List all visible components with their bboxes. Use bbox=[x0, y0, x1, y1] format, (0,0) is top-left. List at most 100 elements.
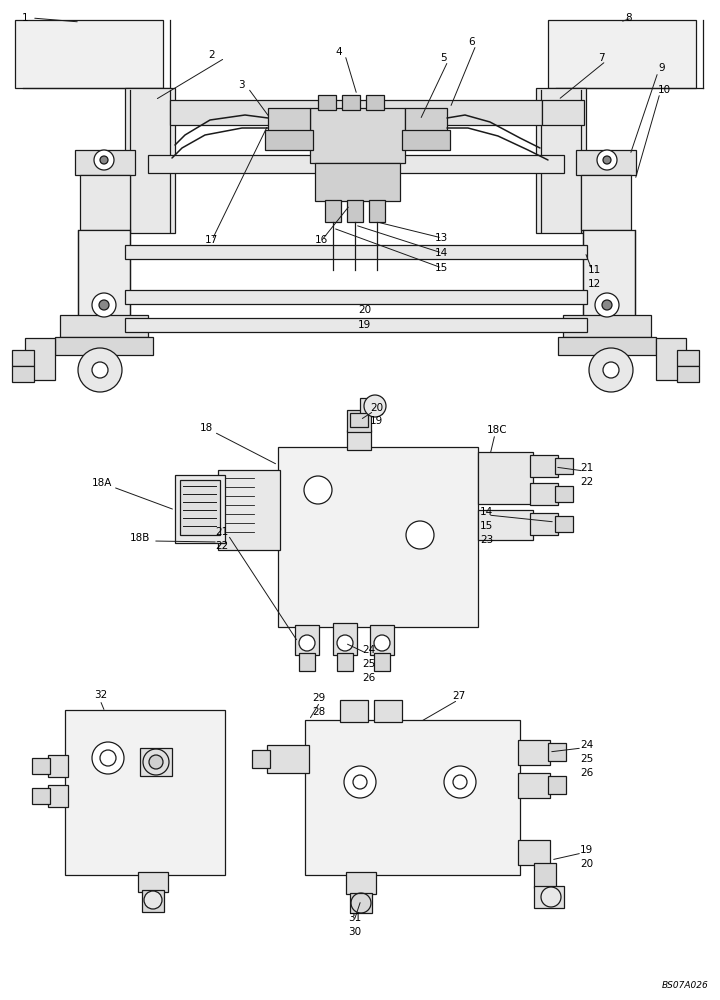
Bar bbox=[140, 748, 172, 776]
Text: 13: 13 bbox=[435, 233, 449, 243]
Bar bbox=[80, 175, 130, 230]
Text: 10: 10 bbox=[658, 85, 671, 95]
Circle shape bbox=[597, 150, 617, 170]
Bar bbox=[374, 700, 402, 722]
Bar bbox=[142, 890, 164, 912]
Bar bbox=[347, 410, 371, 432]
Circle shape bbox=[92, 293, 116, 317]
Bar bbox=[180, 480, 220, 535]
Bar bbox=[536, 88, 586, 233]
Bar bbox=[48, 785, 68, 807]
Bar bbox=[342, 95, 360, 110]
Text: 26: 26 bbox=[580, 768, 593, 778]
Bar bbox=[60, 315, 148, 337]
Bar bbox=[218, 470, 280, 550]
Bar bbox=[15, 20, 163, 88]
Bar bbox=[267, 745, 309, 773]
Bar bbox=[677, 350, 699, 366]
Bar bbox=[170, 100, 542, 125]
Bar bbox=[325, 200, 341, 222]
Bar bbox=[299, 653, 315, 671]
Circle shape bbox=[100, 750, 116, 766]
Text: 17: 17 bbox=[205, 235, 218, 245]
Bar bbox=[347, 430, 371, 450]
Bar bbox=[374, 653, 390, 671]
Circle shape bbox=[603, 156, 611, 164]
Bar bbox=[265, 130, 313, 150]
Text: 14: 14 bbox=[480, 507, 493, 517]
Circle shape bbox=[100, 156, 108, 164]
Bar bbox=[558, 337, 656, 355]
Bar bbox=[65, 710, 225, 875]
Bar bbox=[369, 200, 385, 222]
Circle shape bbox=[149, 755, 163, 769]
Text: 24: 24 bbox=[580, 740, 593, 750]
Circle shape bbox=[364, 395, 386, 417]
Bar bbox=[656, 338, 686, 380]
Text: 25: 25 bbox=[580, 754, 593, 764]
Circle shape bbox=[595, 293, 619, 317]
Circle shape bbox=[541, 887, 561, 907]
Bar bbox=[125, 290, 587, 304]
Bar bbox=[530, 455, 558, 477]
Bar bbox=[542, 100, 584, 125]
Circle shape bbox=[78, 348, 122, 392]
Text: 20: 20 bbox=[370, 403, 383, 413]
Bar bbox=[576, 150, 636, 175]
Text: 26: 26 bbox=[362, 673, 375, 683]
Text: 7: 7 bbox=[598, 53, 605, 63]
Bar bbox=[555, 458, 573, 474]
Text: 19: 19 bbox=[580, 845, 593, 855]
Text: 3: 3 bbox=[238, 80, 245, 90]
Text: 9: 9 bbox=[658, 63, 665, 73]
Text: 20: 20 bbox=[358, 305, 371, 315]
Bar bbox=[278, 447, 478, 627]
Bar bbox=[677, 366, 699, 382]
Bar bbox=[315, 163, 400, 201]
Bar bbox=[175, 475, 225, 543]
Text: 16: 16 bbox=[315, 235, 328, 245]
Circle shape bbox=[94, 150, 114, 170]
Bar bbox=[583, 230, 635, 325]
Bar bbox=[346, 872, 376, 894]
Text: 30: 30 bbox=[348, 927, 361, 937]
Text: 32: 32 bbox=[94, 690, 107, 700]
Text: 11: 11 bbox=[588, 265, 601, 275]
Bar bbox=[310, 108, 405, 163]
Bar bbox=[563, 315, 651, 337]
Circle shape bbox=[589, 348, 633, 392]
Bar bbox=[340, 700, 368, 722]
Bar bbox=[78, 230, 130, 325]
Text: 8: 8 bbox=[625, 13, 631, 23]
Bar bbox=[402, 130, 450, 150]
Bar bbox=[32, 758, 50, 774]
Text: 12: 12 bbox=[588, 279, 601, 289]
Circle shape bbox=[603, 362, 619, 378]
Bar bbox=[347, 200, 363, 222]
Bar bbox=[48, 755, 68, 777]
Text: 31: 31 bbox=[348, 913, 361, 923]
Bar bbox=[555, 486, 573, 502]
Bar bbox=[12, 350, 34, 366]
Text: 6: 6 bbox=[468, 37, 474, 47]
Bar bbox=[548, 20, 696, 88]
Text: 27: 27 bbox=[452, 691, 465, 701]
Text: 14: 14 bbox=[435, 248, 449, 258]
Text: 22: 22 bbox=[215, 541, 228, 551]
Bar bbox=[478, 452, 533, 504]
Bar bbox=[12, 366, 34, 382]
Bar bbox=[268, 108, 310, 136]
Text: 2: 2 bbox=[208, 50, 215, 60]
Bar bbox=[125, 318, 587, 332]
Bar bbox=[305, 720, 520, 875]
Text: 28: 28 bbox=[312, 707, 325, 717]
Bar bbox=[548, 776, 566, 794]
Circle shape bbox=[99, 300, 109, 310]
Bar bbox=[350, 893, 372, 913]
Text: 1: 1 bbox=[22, 13, 29, 23]
Text: 23: 23 bbox=[480, 535, 493, 545]
Bar bbox=[548, 743, 566, 761]
Bar bbox=[478, 510, 533, 540]
Bar bbox=[370, 625, 394, 655]
Bar bbox=[530, 483, 558, 505]
